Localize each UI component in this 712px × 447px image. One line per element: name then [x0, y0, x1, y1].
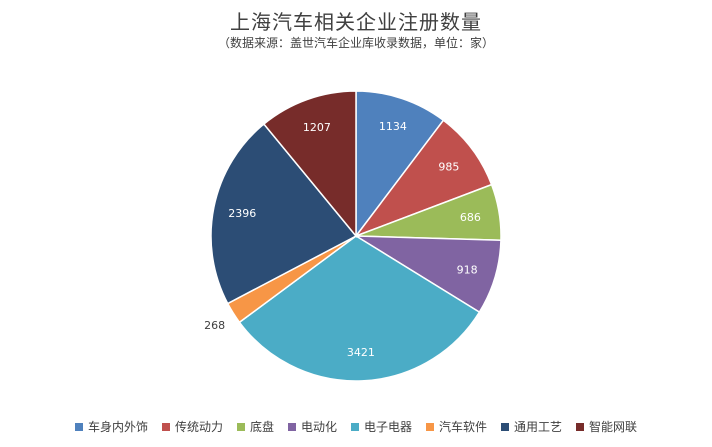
legend-item-6: 汽车软件 [426, 418, 487, 435]
data-label-8: 1207 [303, 121, 331, 134]
legend-label: 车身内外饰 [87, 420, 148, 434]
legend-label: 通用工艺 [514, 420, 563, 434]
legend-label: 电子电器 [364, 420, 413, 434]
pie-slice-8 [262, 90, 357, 239]
legend-label: 传统动力 [174, 420, 223, 434]
pie-slice-7 [210, 122, 358, 305]
legend-item-8: 智能网联 [576, 418, 637, 435]
legend-item-1: 车身内外饰 [74, 418, 148, 435]
legend-label: 智能网联 [589, 420, 638, 434]
data-label-1: 1134 [379, 120, 407, 133]
data-label-5: 3421 [347, 346, 375, 359]
pie-slice-2 [353, 119, 493, 238]
legend-swatch [426, 422, 435, 431]
legend-item-7: 通用工艺 [501, 418, 562, 435]
data-label-3: 686 [460, 211, 481, 224]
chart-title: 上海汽车相关企业注册数量 [230, 10, 482, 34]
legend-swatch [74, 422, 83, 431]
data-label-2: 985 [438, 160, 459, 173]
legend-label: 底盘 [249, 420, 274, 434]
legend-item-3: 底盘 [236, 418, 274, 435]
pie-slice-1 [355, 90, 445, 239]
legend-swatch [236, 422, 245, 431]
legend-label: 电动化 [300, 420, 337, 434]
legend-swatch [576, 422, 585, 431]
pie-slice-5 [238, 235, 481, 382]
data-label-4: 918 [457, 263, 478, 276]
legend-swatch [161, 422, 170, 431]
legend-label: 汽车软件 [439, 420, 488, 434]
legend: 车身内外饰 传统动力 底盘 电动化 电子电器 汽车软件 通用工艺 智能网联 [0, 418, 712, 435]
data-label-6: 268 [204, 319, 225, 332]
legend-item-2: 传统动力 [161, 418, 223, 435]
legend-item-5: 电子电器 [351, 418, 412, 435]
legend-swatch [287, 422, 296, 431]
legend-item-4: 电动化 [287, 418, 337, 435]
data-label-7: 2396 [228, 207, 256, 220]
legend-swatch [351, 422, 359, 431]
chart-subtitle: （数据来源：盖世汽车企业库收录数据，单位：家） [217, 36, 494, 50]
legend-swatch [501, 422, 510, 431]
